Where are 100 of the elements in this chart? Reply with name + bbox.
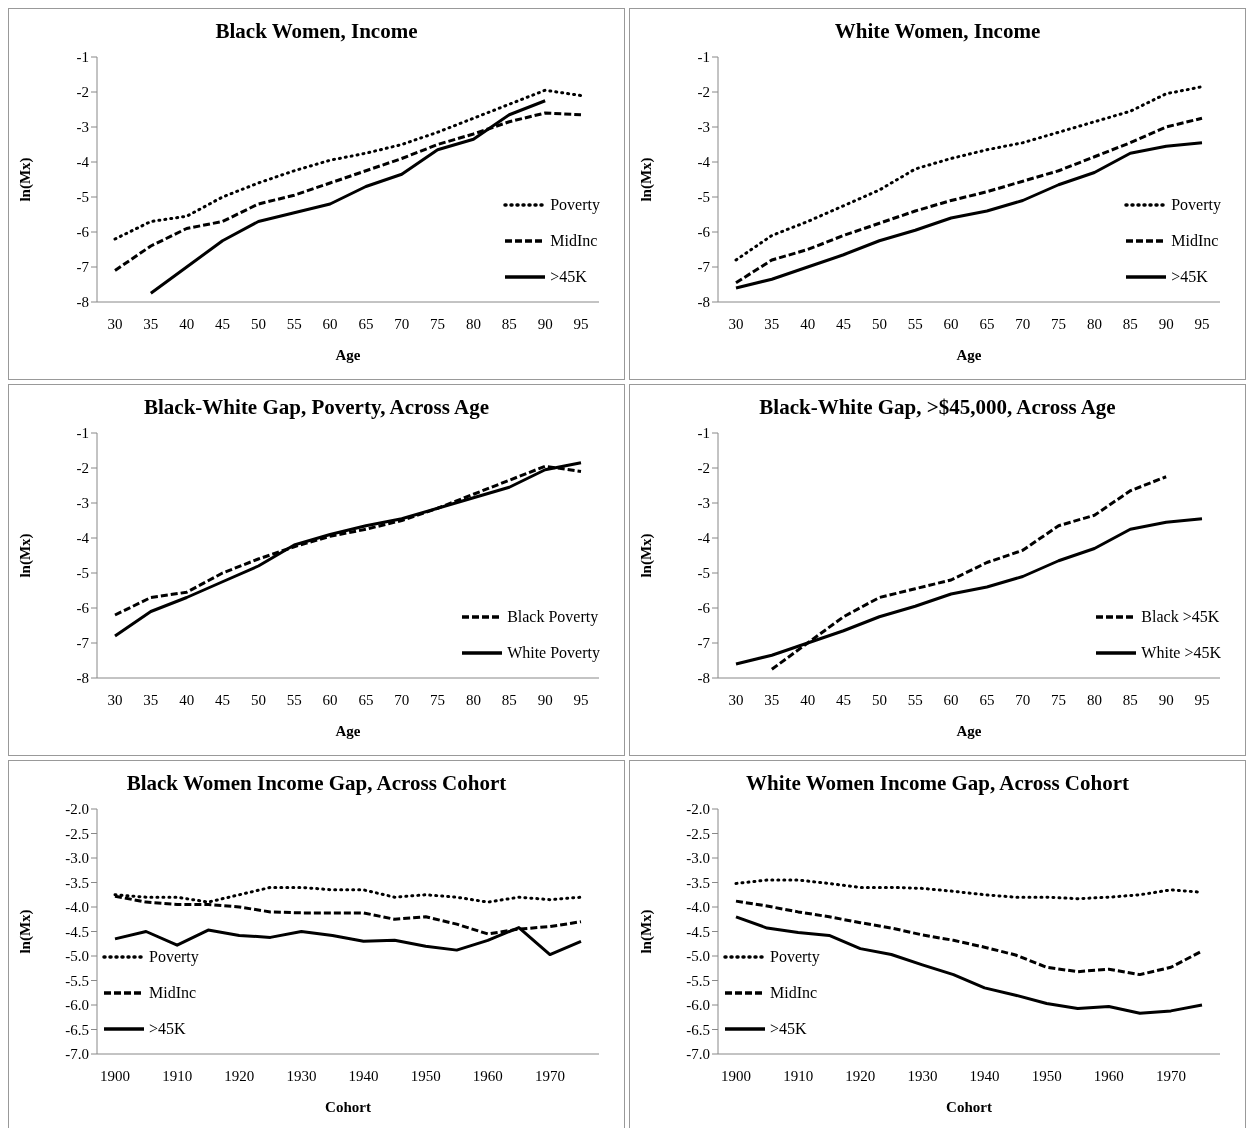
x-tick-label: 50 [871, 315, 887, 332]
y-tick-label: -7 [697, 259, 711, 276]
y-tick-label: -4.5 [686, 923, 710, 940]
x-tick-label: 80 [465, 315, 481, 332]
x-tick-label: 65 [979, 315, 995, 332]
legend-label: MidInc [770, 984, 818, 1002]
y-tick-label: -2 [697, 460, 710, 477]
y-tick-label: -7.0 [686, 1046, 710, 1063]
y-axis-title: ln(Mx) [17, 533, 35, 578]
x-tick-label: 90 [537, 691, 553, 708]
legend-label: Poverty [149, 948, 199, 966]
x-tick-label: 1900 [100, 1067, 130, 1084]
y-tick-label: -3.5 [686, 874, 710, 891]
x-tick-label: 75 [1051, 691, 1067, 708]
y-tick-label: -3 [697, 119, 710, 136]
x-tick-label: 1970 [1155, 1067, 1186, 1084]
x-tick-label: 70 [394, 315, 410, 332]
x-tick-label: 65 [979, 691, 995, 708]
legend-label: Poverty [1171, 196, 1221, 214]
chart-title: Black-White Gap, >$45,000, Across Age [758, 395, 1117, 421]
x-tick-label: 45 [215, 691, 231, 708]
x-tick-label: 80 [1086, 691, 1102, 708]
y-tick-label: -6 [76, 600, 90, 617]
x-axis-title: Age [335, 723, 361, 739]
y-tick-label: -4 [76, 530, 90, 547]
x-tick-label: 1910 [783, 1067, 814, 1084]
y-tick-label: -8 [76, 670, 89, 687]
y-tick-label: -5 [76, 189, 89, 206]
x-tick-label: 70 [394, 691, 410, 708]
x-tick-label: 75 [430, 315, 446, 332]
y-axis-title: ln(Mx) [638, 909, 656, 954]
y-tick-label: -3 [76, 119, 89, 136]
x-tick-label: 1950 [410, 1067, 441, 1084]
y-tick-label: -1 [697, 425, 710, 442]
x-tick-label: 90 [1158, 691, 1174, 708]
x-axis-title: Age [956, 347, 982, 363]
x-tick-label: 30 [107, 691, 123, 708]
x-tick-label: 1920 [224, 1067, 255, 1084]
y-tick-label: -5 [697, 565, 710, 582]
x-tick-label: 60 [322, 691, 338, 708]
y-tick-label: -5.0 [65, 948, 89, 965]
legend-label: MidInc [149, 984, 197, 1002]
x-tick-label: 35 [764, 315, 780, 332]
y-axis-title: ln(Mx) [638, 533, 656, 578]
x-tick-label: 50 [250, 315, 266, 332]
legend-label: >45K [1171, 268, 1208, 286]
x-tick-label: 90 [537, 315, 553, 332]
x-tick-label: 60 [943, 691, 959, 708]
y-tick-label: -8 [697, 294, 710, 311]
y-tick-label: -3.0 [686, 850, 710, 867]
x-tick-label: 30 [728, 315, 744, 332]
x-tick-label: 80 [465, 691, 481, 708]
x-tick-label: 75 [430, 691, 446, 708]
chart-title: Black Women, Income [214, 19, 419, 45]
x-tick-label: 1920 [845, 1067, 876, 1084]
y-tick-label: -4.5 [65, 923, 89, 940]
x-tick-label: 40 [800, 691, 816, 708]
x-tick-label: 70 [1015, 691, 1031, 708]
y-tick-label: -2.5 [65, 825, 89, 842]
x-tick-label: 35 [143, 315, 159, 332]
y-tick-label: -6.5 [686, 1021, 710, 1038]
y-tick-label: -7.0 [65, 1046, 89, 1063]
legend-label: MidInc [1171, 232, 1219, 250]
legend-label: MidInc [550, 232, 598, 250]
x-tick-label: 50 [871, 691, 887, 708]
y-tick-label: -3.0 [65, 850, 89, 867]
y-axis-title: ln(Mx) [17, 909, 35, 954]
legend-label: Poverty [770, 948, 820, 966]
y-tick-label: -3 [76, 495, 89, 512]
legend-label: >45K [149, 1020, 186, 1038]
x-tick-label: 1960 [472, 1067, 503, 1084]
line-series [734, 915, 1204, 1015]
y-tick-label: -1 [76, 425, 89, 442]
x-tick-label: 65 [358, 691, 374, 708]
y-tick-label: -4.0 [686, 899, 710, 916]
y-tick-label: -5 [697, 189, 710, 206]
y-tick-label: -5 [76, 565, 89, 582]
x-axis-title: Age [335, 347, 361, 363]
chart-title: White Women, Income [833, 19, 1042, 45]
x-tick-label: 80 [1086, 315, 1102, 332]
y-tick-label: -5.5 [65, 972, 89, 989]
x-tick-label: 1900 [721, 1067, 751, 1084]
x-tick-label: 30 [107, 315, 123, 332]
x-tick-label: 95 [1194, 315, 1210, 332]
y-tick-label: -4 [697, 154, 711, 171]
legend-label: >45K [770, 1020, 807, 1038]
y-axis-title: ln(Mx) [638, 157, 656, 202]
x-tick-label: 1940 [348, 1067, 379, 1084]
y-tick-label: -2.0 [686, 801, 710, 818]
x-tick-label: 55 [286, 315, 302, 332]
x-tick-label: 75 [1051, 315, 1067, 332]
x-axis-title: Cohort [325, 1099, 371, 1115]
x-tick-label: 1910 [162, 1067, 193, 1084]
x-tick-label: 65 [358, 315, 374, 332]
x-tick-label: 85 [501, 691, 517, 708]
x-tick-label: 40 [179, 691, 195, 708]
x-tick-label: 1950 [1031, 1067, 1062, 1084]
x-tick-label: 1930 [907, 1067, 938, 1084]
x-tick-label: 85 [501, 315, 517, 332]
y-tick-label: -7 [76, 259, 90, 276]
